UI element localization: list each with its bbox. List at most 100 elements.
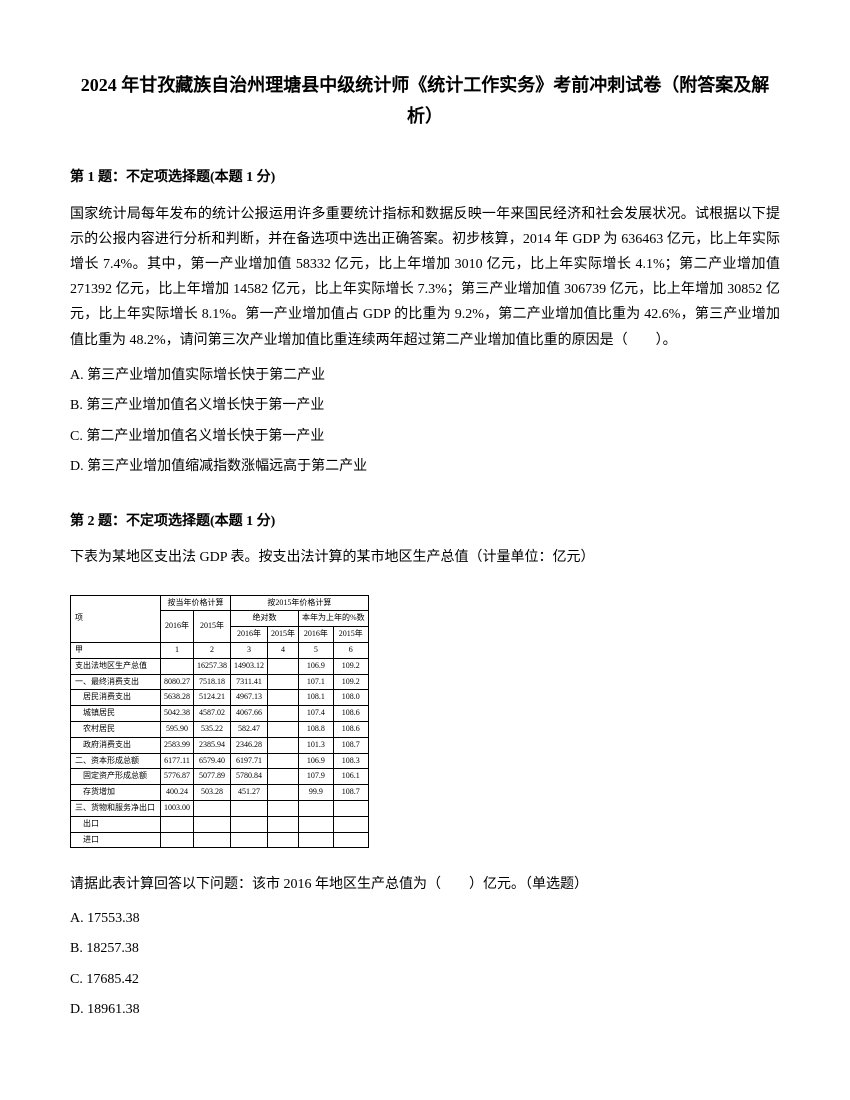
table-row-label: 存货增加 bbox=[71, 785, 161, 801]
table-col5: 5 bbox=[299, 643, 334, 659]
table-row: 出口 bbox=[71, 816, 369, 832]
table-cell: 107.4 bbox=[299, 706, 334, 722]
table-cell: 7518.18 bbox=[194, 674, 231, 690]
table-cell bbox=[161, 816, 194, 832]
table-row: 居民消费支出5638.285124.214967.13108.1108.0 bbox=[71, 690, 369, 706]
table-cell: 108.6 bbox=[333, 706, 368, 722]
q2-option-a: A. 17553.38 bbox=[70, 906, 780, 933]
table-row: 二、资本形成总额6177.116579.406197.71 106.9108.3 bbox=[71, 753, 369, 769]
table-cell: 400.24 bbox=[161, 785, 194, 801]
table-cell: 108.0 bbox=[333, 690, 368, 706]
table-col2: 2 bbox=[194, 643, 231, 659]
table-cell: 6579.40 bbox=[194, 753, 231, 769]
table-row: 存货增加400.24503.28451.27 99.9108.7 bbox=[71, 785, 369, 801]
table-cell bbox=[268, 753, 299, 769]
table-cell: 107.1 bbox=[299, 674, 334, 690]
table-row: 三、货物和服务净出口1003.00 bbox=[71, 801, 369, 817]
table-cell bbox=[299, 801, 334, 817]
table-row: 一、最终消费支出8080.277518.187311.41107.1109.2 bbox=[71, 674, 369, 690]
table-cell bbox=[268, 674, 299, 690]
table-cell: 106.9 bbox=[299, 753, 334, 769]
table-row-label: 农村居民 bbox=[71, 722, 161, 738]
table-cell bbox=[161, 658, 194, 674]
q1-option-a: A. 第三产业增加值实际增长快于第二产业 bbox=[70, 363, 780, 390]
table-cell bbox=[299, 832, 334, 848]
gdp-table-wrap: 项 按当年价格计算 按2015年价格计算 2016年 2015年 绝对数 本年为… bbox=[70, 595, 780, 849]
table-row: 支出法地区生产总值16257.3814903.12106.9109.2 bbox=[71, 658, 369, 674]
q2-option-d: D. 18961.38 bbox=[70, 997, 780, 1024]
table-cell bbox=[268, 706, 299, 722]
table-cell: 4587.02 bbox=[194, 706, 231, 722]
table-cell: 5077.89 bbox=[194, 769, 231, 785]
table-cell bbox=[268, 737, 299, 753]
table-cell: 108.1 bbox=[299, 690, 334, 706]
table-cell: 101.3 bbox=[299, 737, 334, 753]
table-cell bbox=[333, 816, 368, 832]
table-cell: 6197.71 bbox=[231, 753, 268, 769]
table-cell: 106.9 bbox=[299, 658, 334, 674]
table-row: 固定资产形成总额5776.875077.895780.84107.9106.1 bbox=[71, 769, 369, 785]
table-cell bbox=[194, 832, 231, 848]
q2-body: 下表为某地区支出法 GDP 表。按支出法计算的某市地区生产总值（计量单位：亿元） bbox=[70, 545, 780, 570]
table-cell: 99.9 bbox=[299, 785, 334, 801]
table-cell bbox=[268, 690, 299, 706]
table-row: 城镇居民5042.384587.024067.66107.4108.6 bbox=[71, 706, 369, 722]
table-row: 进口 bbox=[71, 832, 369, 848]
table-cell: 2583.99 bbox=[161, 737, 194, 753]
table-col6: 6 bbox=[333, 643, 368, 659]
table-y2015b: 2015年 bbox=[268, 627, 299, 643]
table-cell bbox=[231, 801, 268, 817]
table-cell: 6177.11 bbox=[161, 753, 194, 769]
table-cell bbox=[161, 832, 194, 848]
q1-body: 国家统计局每年发布的统计公报运用许多重要统计指标和数据反映一年来国民经济和社会发… bbox=[70, 202, 780, 353]
table-cell: 2346.28 bbox=[231, 737, 268, 753]
table-cell: 535.22 bbox=[194, 722, 231, 738]
q2-option-b: B. 18257.38 bbox=[70, 936, 780, 963]
table-cell: 582.47 bbox=[231, 722, 268, 738]
table-row-label: 居民消费支出 bbox=[71, 690, 161, 706]
table-row-label: 城镇居民 bbox=[71, 706, 161, 722]
table-cell bbox=[268, 785, 299, 801]
table-cell bbox=[268, 816, 299, 832]
table-cell: 451.27 bbox=[231, 785, 268, 801]
table-col1: 1 bbox=[161, 643, 194, 659]
table-cell: 108.7 bbox=[333, 785, 368, 801]
q1-header: 第 1 题：不定项选择题(本题 1 分) bbox=[70, 167, 780, 189]
table-cell: 5776.87 bbox=[161, 769, 194, 785]
table-cell: 107.9 bbox=[299, 769, 334, 785]
table-cell: 108.3 bbox=[333, 753, 368, 769]
table-cell: 503.28 bbox=[194, 785, 231, 801]
table-cell: 14903.12 bbox=[231, 658, 268, 674]
table-y2016b: 2016年 bbox=[231, 627, 268, 643]
table-y2015a: 2015年 bbox=[194, 611, 231, 643]
table-cell: 109.2 bbox=[333, 674, 368, 690]
table-row-label: 二、资本形成总额 bbox=[71, 753, 161, 769]
table-cell: 108.8 bbox=[299, 722, 334, 738]
table-cell: 16257.38 bbox=[194, 658, 231, 674]
table-h4: 本年为上年的%数 bbox=[299, 611, 369, 627]
table-cell bbox=[231, 816, 268, 832]
table-cell: 7311.41 bbox=[231, 674, 268, 690]
table-row: 政府消费支出2583.992385.942346.28101.3108.7 bbox=[71, 737, 369, 753]
table-cell bbox=[333, 832, 368, 848]
table-y2015c: 2015年 bbox=[333, 627, 368, 643]
table-cell bbox=[268, 769, 299, 785]
table-col3: 3 bbox=[231, 643, 268, 659]
table-cell bbox=[194, 801, 231, 817]
table-cell bbox=[268, 722, 299, 738]
table-row-label: 政府消费支出 bbox=[71, 737, 161, 753]
q2-header: 第 2 题：不定项选择题(本题 1 分) bbox=[70, 511, 780, 533]
table-cell: 108.6 bbox=[333, 722, 368, 738]
table-cell bbox=[299, 816, 334, 832]
table-cell: 595.90 bbox=[161, 722, 194, 738]
table-cell bbox=[268, 801, 299, 817]
table-row-label: 进口 bbox=[71, 832, 161, 848]
table-h3: 绝对数 bbox=[231, 611, 299, 627]
table-h1: 按当年价格计算 bbox=[161, 595, 231, 611]
q1-option-d: D. 第三产业增加值缩减指数涨幅远高于第二产业 bbox=[70, 454, 780, 481]
table-row-label: 三、货物和服务净出口 bbox=[71, 801, 161, 817]
table-cell: 106.1 bbox=[333, 769, 368, 785]
table-row-label: 出口 bbox=[71, 816, 161, 832]
table-y2016c: 2016年 bbox=[299, 627, 334, 643]
table-cell: 5124.21 bbox=[194, 690, 231, 706]
